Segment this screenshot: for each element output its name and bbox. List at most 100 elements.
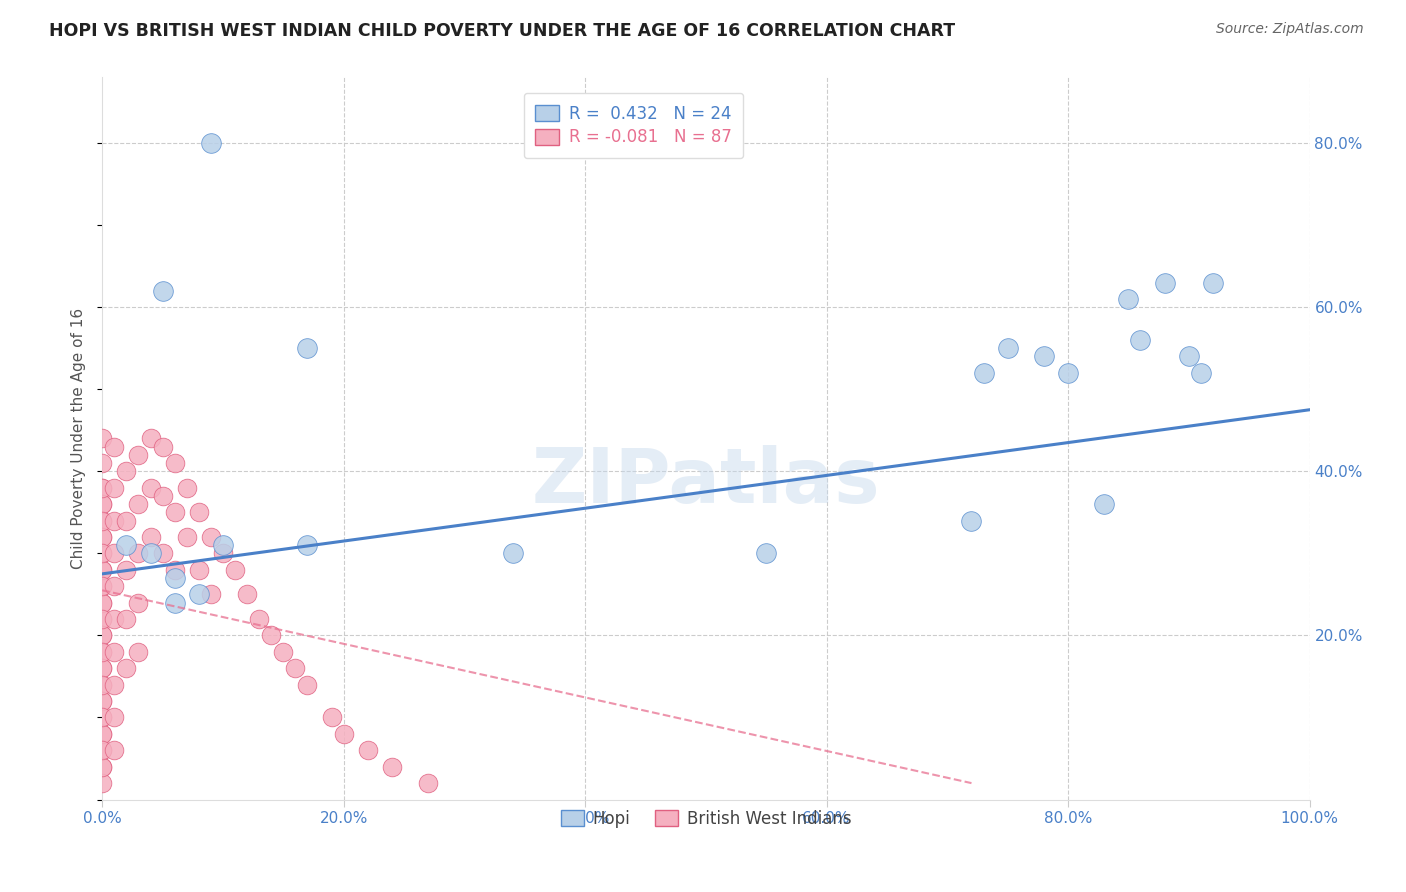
Point [91,530,114,544]
Point [212,546,235,560]
Point [91,481,114,495]
Point [139,546,162,560]
Point [200,587,222,601]
Point [1178,350,1201,364]
Point [91,678,114,692]
Point [163,505,186,519]
Point [271,645,294,659]
Point [1153,276,1175,290]
Point [91,546,114,560]
Point [127,546,149,560]
Point [297,341,319,355]
Point [755,546,778,560]
Point [91,514,114,528]
Point [357,743,380,757]
Point [297,538,319,552]
Point [152,489,174,503]
Y-axis label: Child Poverty Under the Age of 16: Child Poverty Under the Age of 16 [72,308,86,569]
Point [91,530,114,544]
Point [91,743,114,757]
Point [997,341,1019,355]
Point [973,366,995,380]
Point [1092,497,1115,511]
Point [103,440,125,454]
Point [236,587,259,601]
Legend: Hopi, British West Indians: Hopi, British West Indians [554,803,858,835]
Point [1118,292,1140,306]
Point [115,563,138,577]
Point [91,596,114,610]
Point [212,538,235,552]
Point [127,645,149,659]
Point [91,456,114,470]
Point [163,456,186,470]
Point [91,563,114,577]
Point [115,661,138,675]
Point [91,760,114,774]
Point [91,661,114,675]
Point [187,563,209,577]
Point [91,596,114,610]
Point [91,514,114,528]
Point [502,546,524,560]
Point [91,497,114,511]
Point [200,136,222,150]
Point [260,628,283,642]
Point [91,612,114,626]
Point [91,628,114,642]
Point [297,678,319,692]
Point [91,710,114,724]
Point [332,727,354,741]
Point [91,497,114,511]
Point [103,743,125,757]
Text: HOPI VS BRITISH WEST INDIAN CHILD POVERTY UNDER THE AGE OF 16 CORRELATION CHART: HOPI VS BRITISH WEST INDIAN CHILD POVERT… [49,22,955,40]
Point [115,538,138,552]
Point [152,440,174,454]
Point [91,563,114,577]
Point [152,284,174,298]
Point [91,645,114,659]
Point [163,596,186,610]
Point [91,776,114,790]
Point [176,530,198,544]
Point [91,612,114,626]
Point [103,514,125,528]
Point [187,587,209,601]
Point [1032,350,1054,364]
Point [103,546,125,560]
Point [91,694,114,708]
Point [139,432,162,446]
Point [91,727,114,741]
Point [91,546,114,560]
Point [381,760,404,774]
Point [321,710,343,724]
Point [115,464,138,478]
Point [960,514,983,528]
Point [103,645,125,659]
Point [91,694,114,708]
Point [1057,366,1080,380]
Point [115,612,138,626]
Point [284,661,307,675]
Point [127,497,149,511]
Point [1202,276,1225,290]
Point [224,563,246,577]
Point [91,710,114,724]
Point [91,760,114,774]
Point [91,678,114,692]
Point [187,505,209,519]
Point [91,481,114,495]
Point [91,727,114,741]
Point [200,530,222,544]
Point [91,579,114,593]
Point [103,612,125,626]
Text: Source: ZipAtlas.com: Source: ZipAtlas.com [1216,22,1364,37]
Point [91,743,114,757]
Point [91,661,114,675]
Text: ZIPatlas: ZIPatlas [531,445,880,519]
Point [91,628,114,642]
Point [163,571,186,585]
Point [127,596,149,610]
Point [139,530,162,544]
Point [139,481,162,495]
